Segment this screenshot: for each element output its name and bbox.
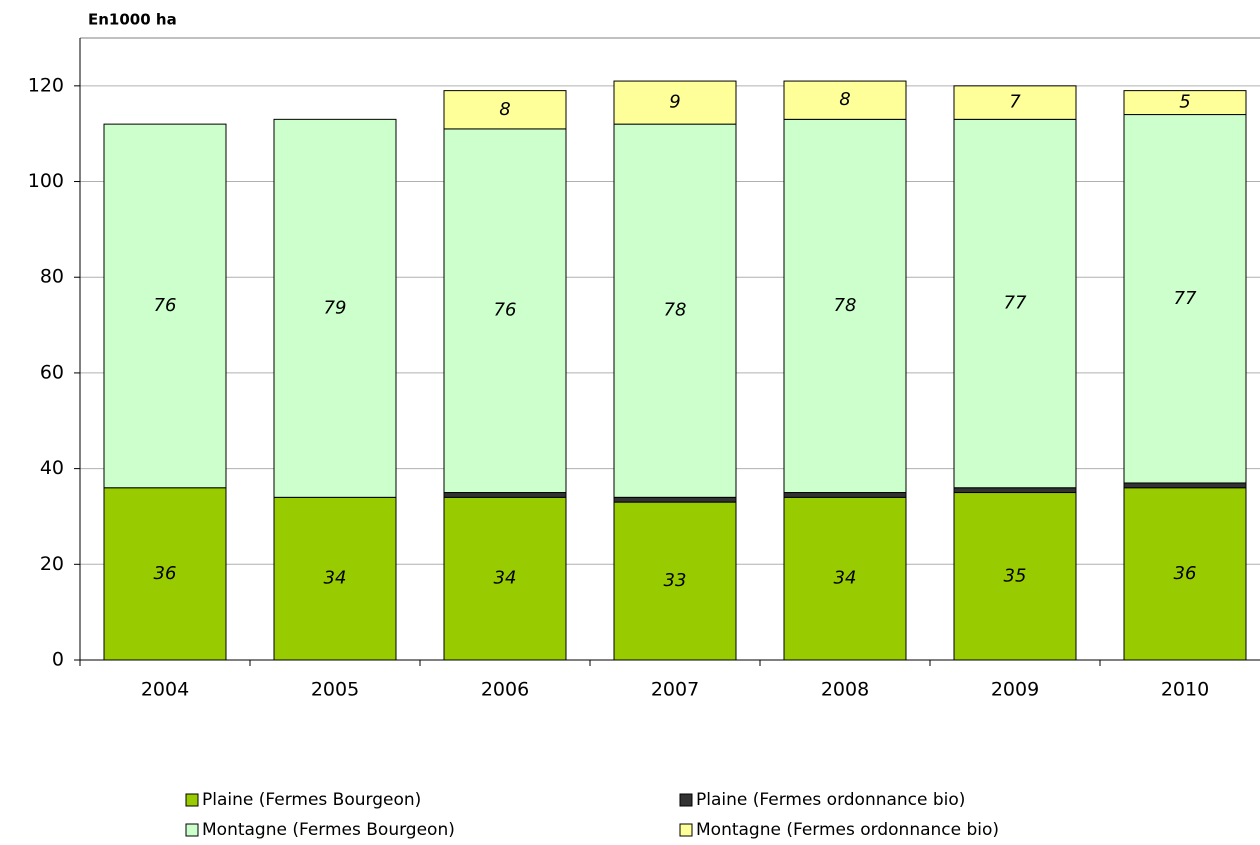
value-label: 34	[494, 568, 517, 589]
legend-swatch	[679, 793, 693, 807]
value-label: 77	[1004, 293, 1027, 314]
value-label: 8	[839, 89, 850, 110]
bar-segment	[103, 123, 227, 489]
y-tick-label: 120	[28, 74, 64, 96]
bar-segment	[1123, 487, 1247, 661]
bar-segment	[783, 118, 907, 494]
x-tick-label: 2010	[1161, 679, 1209, 701]
value-label: 36	[1174, 563, 1197, 584]
value-label: 78	[664, 300, 687, 321]
value-label: 34	[834, 568, 857, 589]
bar-segment	[783, 492, 907, 498]
bar-segment	[1123, 482, 1247, 489]
y-tick-label: 80	[40, 266, 64, 288]
y-tick-label: 20	[40, 553, 64, 575]
x-tick-label: 2005	[311, 679, 359, 701]
value-label: 8	[499, 99, 510, 120]
value-label: 35	[1004, 565, 1027, 586]
bar-segment	[613, 123, 737, 498]
y-tick-label: 60	[40, 361, 64, 383]
value-label: 5	[1179, 92, 1190, 113]
legend-swatch	[679, 823, 693, 837]
bar-segment	[273, 496, 397, 661]
legend-label: Plaine (Fermes Bourgeon)	[202, 790, 421, 810]
value-label: 76	[494, 300, 517, 321]
bar-segment	[953, 118, 1077, 489]
value-label: 34	[324, 568, 347, 589]
bar-segment	[613, 501, 737, 661]
bar-segment	[783, 496, 907, 661]
bar-segment	[953, 85, 1077, 120]
y-tick-label: 40	[40, 457, 64, 479]
x-tick-label: 2007	[651, 679, 699, 701]
bar-segment	[783, 80, 907, 120]
value-label: 79	[324, 297, 347, 318]
y-tick-label: 100	[28, 170, 64, 192]
legend-swatch	[185, 793, 199, 807]
bar-segment	[613, 80, 737, 125]
y-axis-label: En1000 ha	[88, 11, 177, 29]
bar-segment	[273, 118, 397, 498]
bar-segment	[443, 492, 567, 498]
legend-label: Plaine (Fermes ordonnance bio)	[696, 790, 965, 810]
x-tick-label: 2008	[821, 679, 869, 701]
value-label: 76	[154, 295, 177, 316]
bar-segment	[443, 496, 567, 661]
bar-segment	[1123, 90, 1247, 116]
legend-label: Montagne (Fermes ordonnance bio)	[696, 820, 999, 840]
value-label: 77	[1174, 288, 1197, 309]
bar-segment	[103, 487, 227, 661]
x-tick-label: 2009	[991, 679, 1039, 701]
bar-segment	[613, 496, 737, 503]
x-tick-label: 2004	[141, 679, 189, 701]
bar-segment	[443, 128, 567, 494]
legend-label: Montagne (Fermes Bourgeon)	[202, 820, 455, 840]
bar-segment	[1123, 114, 1247, 484]
value-label: 78	[834, 295, 857, 316]
value-label: 9	[669, 92, 680, 113]
y-tick-label: 0	[52, 649, 64, 671]
legend-swatch	[185, 823, 199, 837]
bar-segment	[443, 90, 567, 130]
bar-segment	[953, 487, 1077, 494]
value-label: 7	[1009, 92, 1021, 113]
bar-segment	[953, 492, 1077, 661]
value-label: 33	[664, 570, 687, 591]
value-label: 36	[154, 563, 177, 584]
x-tick-label: 2006	[481, 679, 529, 701]
